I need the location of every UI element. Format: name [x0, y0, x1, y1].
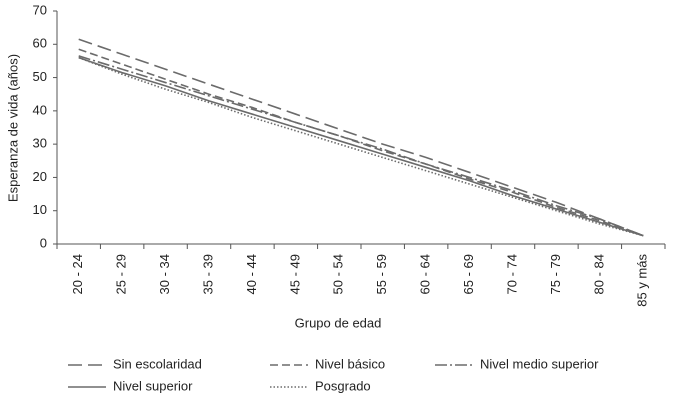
x-tick-label: 50 - 54 [331, 254, 346, 294]
x-tick-label: 80 - 84 [591, 254, 606, 294]
x-tick-label: 30 - 34 [157, 254, 172, 294]
y-tick-label: 50 [33, 69, 47, 84]
legend-label: Nivel superior [113, 378, 193, 393]
x-tick-label: 35 - 39 [200, 254, 215, 294]
series-line [78, 56, 644, 237]
x-tick-label: 75 - 79 [548, 254, 563, 294]
y-axis-title: Esperanza de vida (años) [5, 54, 20, 202]
x-tick-label: 55 - 59 [374, 254, 389, 294]
y-tick-label: 40 [33, 102, 47, 117]
x-tick-label: 70 - 74 [504, 254, 519, 294]
x-tick-label: 25 - 29 [114, 254, 129, 294]
y-tick-label: 70 [33, 2, 47, 17]
x-tick-label: 40 - 44 [244, 254, 259, 294]
x-tick-label: 85 y más [635, 254, 650, 307]
y-tick-label: 60 [33, 36, 47, 51]
series-line [78, 55, 644, 237]
legend-label: Sin escolaridad [113, 356, 202, 371]
legend-label: Nivel medio superior [480, 356, 599, 371]
series-line [78, 56, 644, 237]
x-tick-label: 45 - 49 [287, 254, 302, 294]
x-axis-title: Grupo de edad [295, 315, 382, 330]
legend-label: Posgrado [315, 378, 371, 393]
y-tick-label: 30 [33, 136, 47, 151]
legend-label: Nivel básico [315, 356, 385, 371]
y-tick-label: 20 [33, 169, 47, 184]
y-tick-label: 0 [40, 235, 47, 250]
x-tick-label: 65 - 69 [461, 254, 476, 294]
y-tick-label: 10 [33, 202, 47, 217]
x-tick-label: 20 - 24 [70, 254, 85, 294]
series-line [78, 48, 644, 237]
x-tick-label: 60 - 64 [418, 254, 433, 294]
